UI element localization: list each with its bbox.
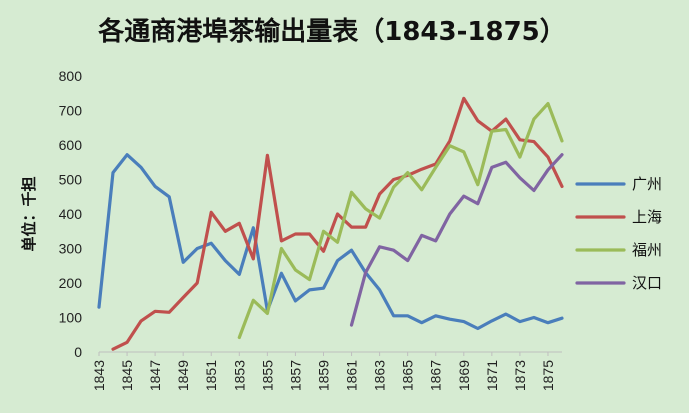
x-tick-label: 1865 — [400, 360, 416, 391]
y-tick-label: 100 — [59, 310, 83, 326]
series-line-福州 — [237, 102, 564, 340]
x-tick-label: 1857 — [287, 360, 303, 391]
series-line-汉口 — [349, 153, 564, 327]
x-tick-label: 1873 — [512, 360, 528, 391]
y-axis-ticks: 0 100 200 300 400 500 600 700 800 — [59, 68, 83, 360]
x-tick-label: 1843 — [91, 360, 107, 391]
chart-title: 各通商港埠茶输出量表（1843-1875） — [97, 16, 566, 47]
y-tick-label: 0 — [74, 344, 82, 360]
y-tick-label: 800 — [59, 68, 83, 84]
y-tick-label: 200 — [59, 275, 83, 291]
y-tick-label: 500 — [59, 172, 83, 188]
x-tick-label: 1855 — [259, 360, 275, 391]
x-tick-label: 1859 — [315, 360, 331, 391]
legend-label: 上海 — [632, 208, 662, 226]
x-tick-label: 1853 — [231, 360, 247, 391]
x-tick-label: 1845 — [119, 360, 135, 391]
x-tick-label: 1869 — [456, 360, 472, 391]
legend-label: 汉口 — [632, 274, 662, 292]
x-tick-label: 1861 — [344, 360, 360, 391]
legend-label: 福州 — [632, 241, 662, 259]
y-tick-label: 400 — [59, 206, 83, 222]
series-line-上海 — [111, 96, 564, 351]
x-tick-label: 1875 — [540, 360, 556, 391]
x-tick-label: 1871 — [484, 360, 500, 391]
series-lines — [97, 96, 564, 351]
y-axis-title: 单位：千担 — [20, 176, 38, 251]
x-tick-label: 1863 — [372, 360, 388, 391]
legend-label: 广州 — [632, 175, 662, 193]
x-axis-ticks: 1843 1845 1847 1849 1851 1853 1855 1857 1859 1861… — [91, 352, 556, 391]
x-tick-label: 1851 — [203, 360, 219, 391]
series-line-广州 — [97, 153, 564, 331]
y-tick-label: 300 — [59, 241, 83, 257]
y-tick-label: 600 — [59, 137, 83, 153]
x-tick-label: 1847 — [147, 360, 163, 391]
y-tick-label: 700 — [59, 103, 83, 119]
y-axis-label: 单位：千担 — [20, 176, 38, 251]
x-tick-label: 1867 — [428, 360, 444, 391]
x-tick-label: 1849 — [175, 360, 191, 391]
